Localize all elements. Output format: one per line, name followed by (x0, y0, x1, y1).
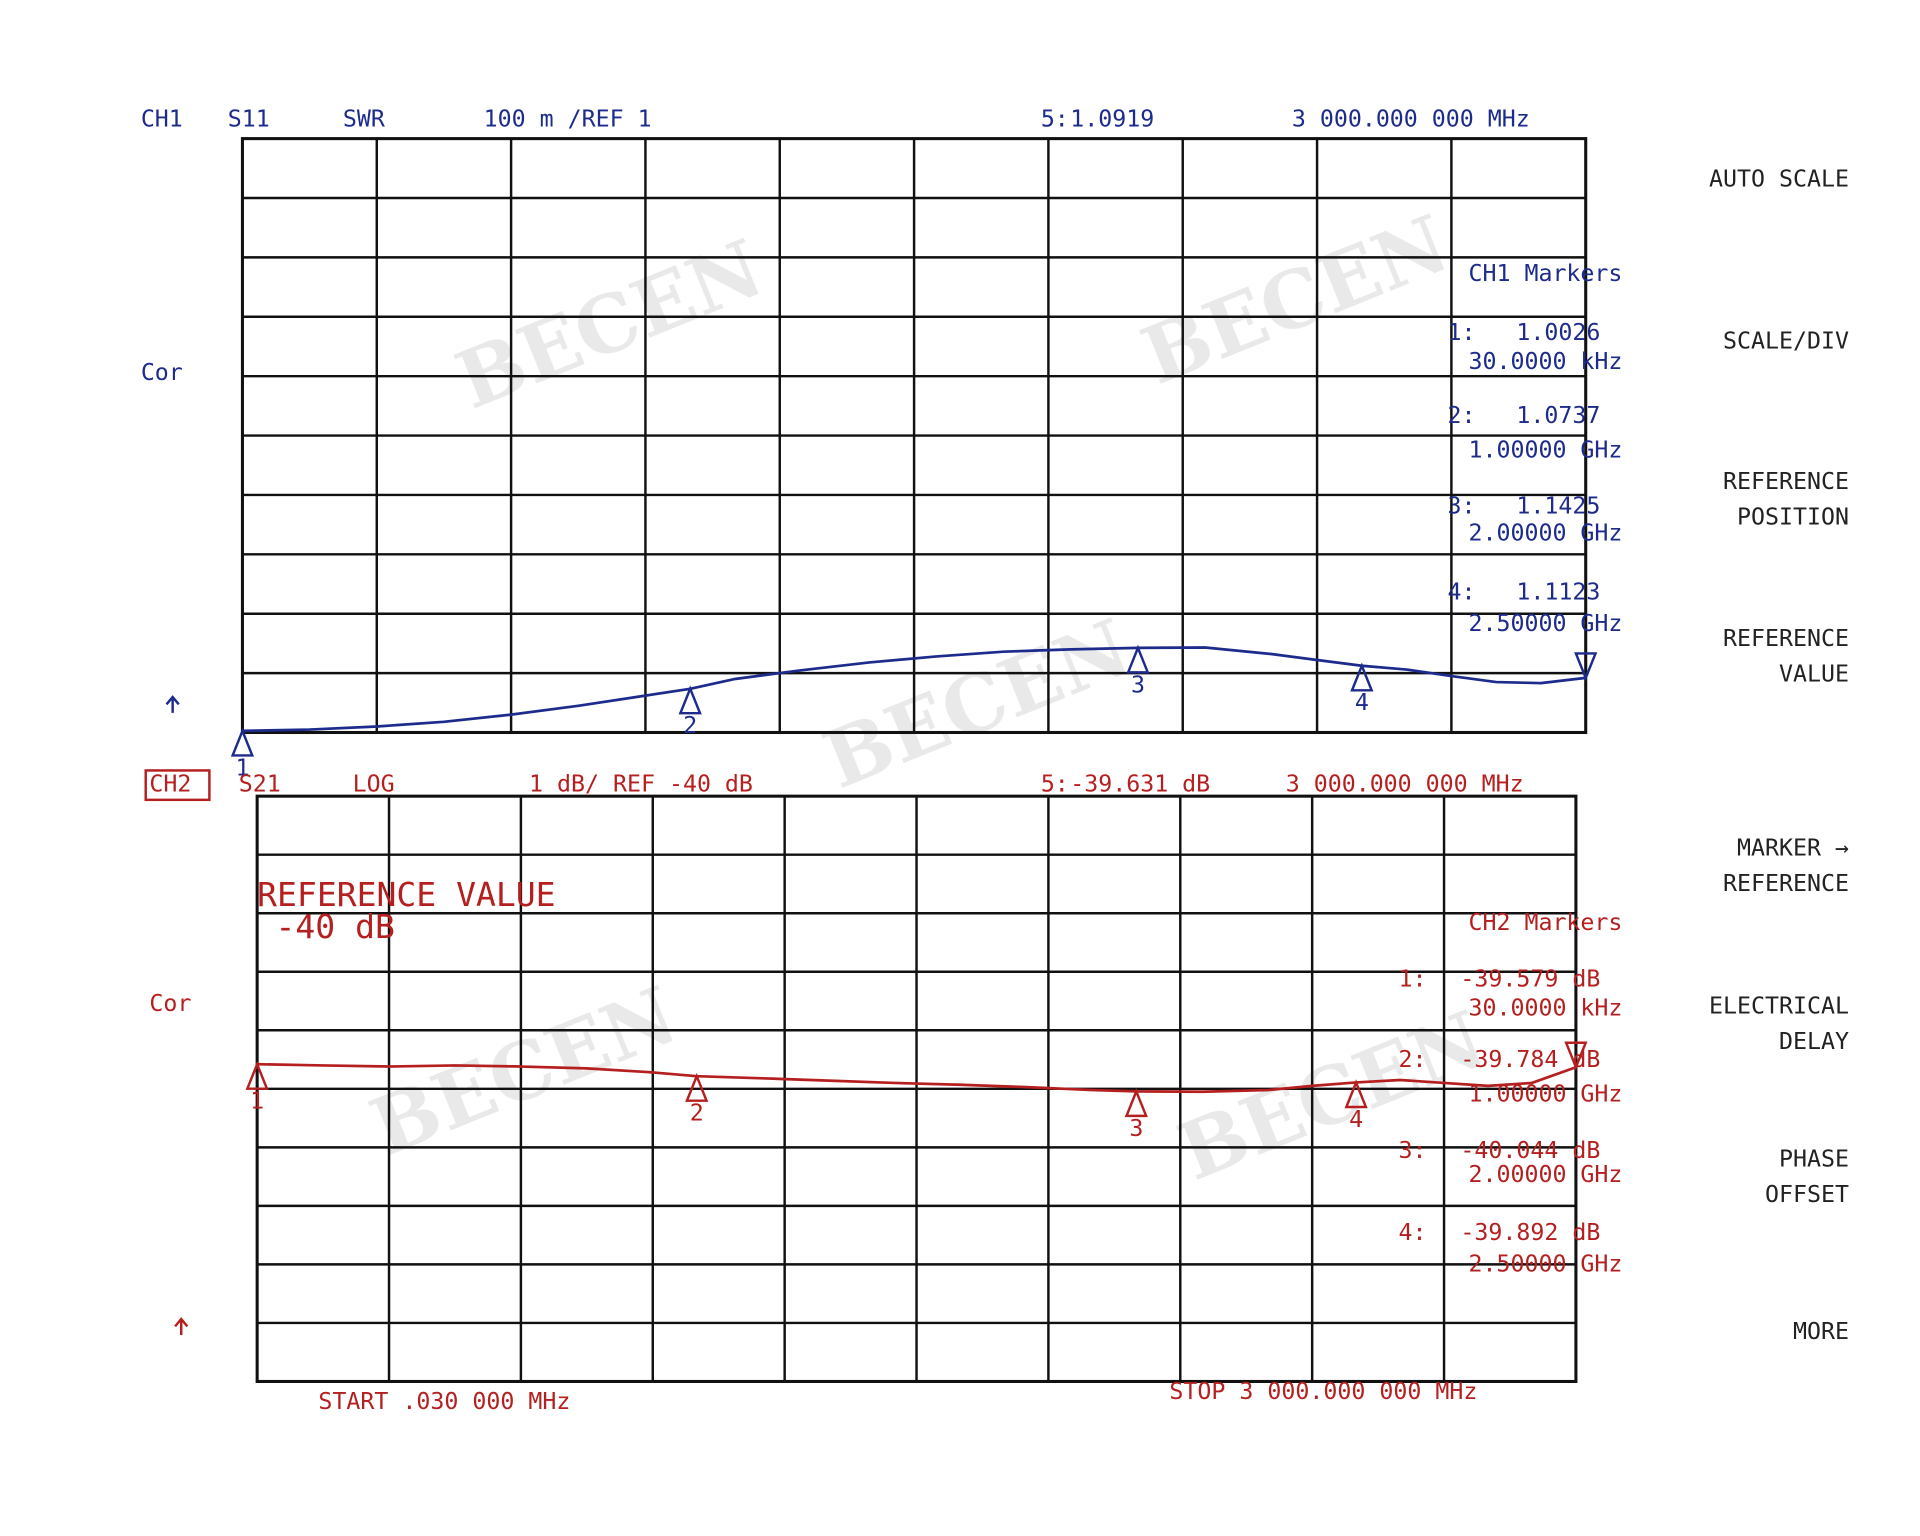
active-marker-label: 5: (1041, 106, 1069, 133)
header-parameter: S11 (228, 106, 270, 133)
active-marker-value: -39.631 dB (1070, 771, 1210, 798)
marker-triangle (678, 685, 702, 715)
marker-triangle (230, 727, 255, 757)
marker-readout-freq: 30.0000 kHz (1468, 995, 1622, 1022)
marker-readout-label: 2: (1399, 1046, 1427, 1073)
marker-readout-label: 1: (1399, 965, 1427, 992)
marker-readout-label: 4: (1448, 578, 1476, 605)
cor-label: Cor (141, 359, 183, 386)
channel-panel: CH1 S11 SWR 100 m /REF 1 5: 1.0919 3 000.000 0… (141, 106, 1623, 782)
marker-triangle (1350, 662, 1374, 692)
marker-readout-value: -39.892 dB (1460, 1219, 1600, 1246)
header-format: LOG (353, 771, 395, 798)
active-marker-freq: 3 000.000 000 MHz (1292, 106, 1530, 133)
channel-panel: CH2 S21 LOG 1 dB/ REF -40 dB 5: -39.631 dB 3 0… (144, 769, 1622, 1415)
marker-number: 1 (235, 754, 249, 781)
annotation: REFERENCE VALUE (257, 875, 555, 914)
softkey-label: MORE (1793, 1318, 1849, 1345)
active-marker-label: 5: (1041, 771, 1069, 798)
softkey-label: REFERENCE (1723, 468, 1849, 495)
active-marker-freq: 3 000.000 000 MHz (1286, 771, 1524, 798)
marker-readout-value: 1.1425 (1516, 493, 1600, 520)
marker-triangle (245, 1060, 269, 1090)
markers-title: CH2 Markers (1468, 909, 1622, 936)
softkey-label: ELECTRICAL (1709, 992, 1849, 1019)
marker-number: 2 (690, 1100, 704, 1127)
header-format: SWR (343, 106, 385, 133)
annotation: -40 dB (276, 907, 395, 946)
cor-label: Cor (149, 990, 191, 1017)
trace (242, 646, 1586, 733)
softkey-label: SCALE/DIV (1723, 327, 1849, 354)
softkey[interactable]: MARKER → REFERENCE (1723, 834, 1849, 897)
marker-number: 3 (1131, 671, 1145, 698)
channel-box (144, 769, 211, 802)
header-scale: 100 m /REF 1 (484, 106, 652, 133)
stop-frequency: STOP 3 000.000 000 MHz (1169, 1378, 1477, 1405)
marker-readout-freq: 1.00000 GHz (1468, 436, 1622, 463)
softkey-label: REFERENCE (1723, 870, 1849, 897)
marker-triangle (685, 1072, 709, 1102)
marker-readout-freq: 2.00000 GHz (1468, 1161, 1622, 1188)
marker-readout-freq: 1.00000 GHz (1468, 1080, 1622, 1107)
marker-readout-value: -39.784 dB (1460, 1046, 1600, 1073)
softkey[interactable]: REFERENCE VALUE (1723, 625, 1849, 688)
marker-triangle (1344, 1079, 1368, 1109)
marker-number: 2 (683, 712, 697, 739)
marker-readout-freq: 2.00000 GHz (1468, 520, 1622, 547)
softkey[interactable]: MORE (1793, 1318, 1849, 1345)
marker-number: 4 (1355, 689, 1369, 716)
softkey[interactable]: SCALE/DIV (1723, 327, 1849, 354)
softkey-label: VALUE (1779, 660, 1849, 687)
marker-readout-label: 1: (1448, 319, 1476, 346)
marker-triangle (1126, 644, 1150, 674)
trace (257, 1062, 1577, 1094)
softkey[interactable]: ELECTRICAL DELAY (1709, 992, 1849, 1055)
softkey-label: DELAY (1779, 1028, 1849, 1055)
marker-readout-freq: 2.50000 GHz (1468, 610, 1622, 637)
active-marker-triangle (1564, 1041, 1588, 1071)
marker-readout-label: 2: (1448, 402, 1476, 429)
plot-frame (240, 137, 1588, 735)
softkey-label: OFFSET (1765, 1181, 1849, 1208)
marker-readout-value: 1.1123 (1516, 578, 1600, 605)
start-frequency: START .030 000 MHz (318, 1388, 570, 1415)
softkey-label: MARKER → (1737, 834, 1849, 861)
header-parameter: S21 (239, 771, 281, 798)
softkey-label: REFERENCE (1723, 625, 1849, 652)
softkey-label: PHASE (1779, 1145, 1849, 1172)
softkey-label: AUTO SCALE (1709, 166, 1849, 193)
ref-arrow (174, 1317, 189, 1335)
header-channel: CH2 (149, 771, 191, 798)
marker-readout-value: -40.044 dB (1460, 1137, 1600, 1164)
marker-number: 3 (1129, 1115, 1143, 1142)
softkey-label: POSITION (1737, 504, 1849, 531)
marker-readout-freq: 30.0000 kHz (1468, 348, 1622, 375)
softkey[interactable]: PHASE OFFSET (1765, 1145, 1849, 1208)
softkey[interactable]: AUTO SCALE (1709, 166, 1849, 193)
marker-readout-value: 1.0026 (1516, 319, 1600, 346)
marker-readout-value: -39.579 dB (1460, 965, 1600, 992)
header-channel: CH1 (141, 106, 183, 133)
marker-triangle (1124, 1088, 1148, 1118)
marker-readout-label: 3: (1448, 493, 1476, 520)
marker-readout-value: 1.0737 (1516, 402, 1600, 429)
markers-title: CH1 Markers (1468, 260, 1622, 287)
marker-readout-label: 3: (1399, 1137, 1427, 1164)
softkey[interactable]: REFERENCE POSITION (1723, 468, 1849, 531)
active-marker-value: 1.0919 (1070, 106, 1154, 133)
header-scale: 1 dB/ REF -40 dB (529, 771, 753, 798)
marker-number: 1 (250, 1088, 264, 1115)
marker-readout-freq: 2.50000 GHz (1468, 1251, 1622, 1278)
active-marker-triangle (1574, 652, 1598, 682)
ref-arrow (165, 695, 180, 713)
marker-readout-label: 4: (1399, 1219, 1427, 1246)
marker-number: 4 (1349, 1106, 1363, 1133)
